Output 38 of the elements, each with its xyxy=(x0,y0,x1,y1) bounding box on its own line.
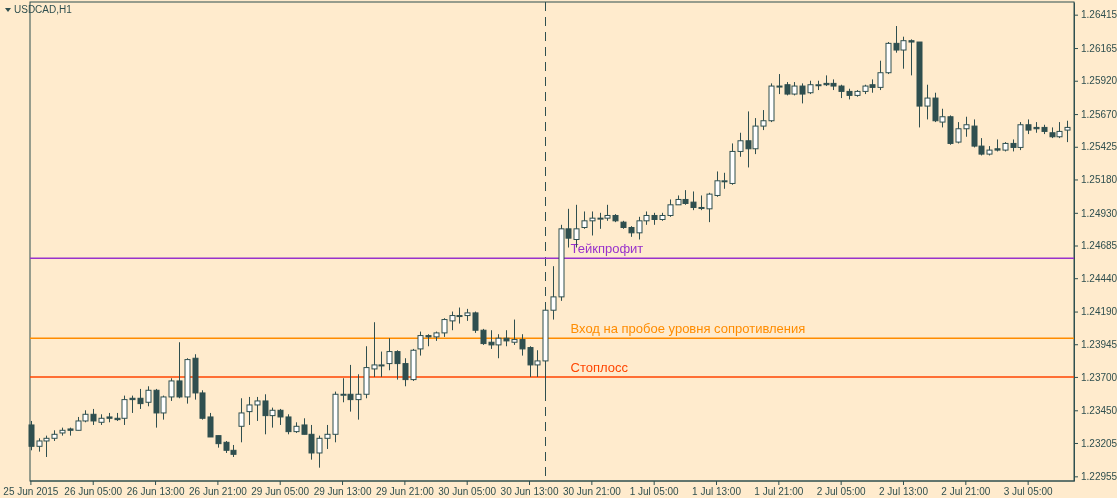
y-tick-label: 1.24440 xyxy=(1081,272,1117,284)
ref-line-label: Стоплосс xyxy=(570,359,629,375)
x-tick-label: 30 Jun 13:00 xyxy=(500,486,559,498)
ref-line-label: Вход на пробое уровня сопротивления xyxy=(570,321,806,337)
x-tick-label: 2 Jul 05:00 xyxy=(816,486,867,498)
x-tick-label: 1 Jul 21:00 xyxy=(754,486,804,498)
x-tick-label: 26 Jun 05:00 xyxy=(64,486,123,498)
candlestick xyxy=(1064,120,1071,143)
x-tick-label: 30 Jun 21:00 xyxy=(562,486,622,498)
x-tick-label: 1 Jul 13:00 xyxy=(692,486,742,498)
y-tick-label: 1.26415 xyxy=(1081,9,1117,21)
x-tick-label: 30 Jun 05:00 xyxy=(438,486,497,498)
y-tick-label: 1.23450 xyxy=(1081,404,1117,416)
x-tick-label: 26 Jun 13:00 xyxy=(126,486,185,498)
candlestick xyxy=(238,397,245,443)
y-tick-label: 1.24685 xyxy=(1081,240,1117,252)
x-tick-label: 29 Jun 05:00 xyxy=(251,486,310,498)
x-tick-label: 2 Jul 13:00 xyxy=(879,486,929,498)
x-tick-label: 1 Jul 05:00 xyxy=(629,486,680,498)
y-tick-label: 1.24930 xyxy=(1081,207,1117,219)
ref-line-label: Тейкпрофит xyxy=(570,241,644,257)
y-tick-label: 1.25425 xyxy=(1081,141,1117,153)
x-tick-label: 29 Jun 13:00 xyxy=(313,486,372,498)
chart-title: USDCAD,H1 xyxy=(14,4,73,15)
y-tick-label: 1.24190 xyxy=(1081,306,1117,318)
x-tick-label: 26 Jun 21:00 xyxy=(188,486,248,498)
y-tick-label: 1.23945 xyxy=(1081,338,1117,350)
y-tick-label: 1.25180 xyxy=(1081,174,1117,186)
x-tick-label: 2 Jul 21:00 xyxy=(941,486,991,498)
y-tick-label: 1.23700 xyxy=(1081,371,1117,383)
y-tick-label: 1.25920 xyxy=(1081,75,1117,87)
y-tick-label: 1.26165 xyxy=(1081,42,1117,54)
y-tick-label: 1.23205 xyxy=(1081,437,1117,449)
x-tick-label: 29 Jun 21:00 xyxy=(375,486,435,498)
x-tick-label: 25 Jun 2015 xyxy=(3,486,59,498)
y-tick-label: 1.25670 xyxy=(1081,108,1117,120)
y-tick-label: 1.22955 xyxy=(1081,471,1117,483)
x-tick-label: 3 Jul 05:00 xyxy=(1003,486,1054,498)
